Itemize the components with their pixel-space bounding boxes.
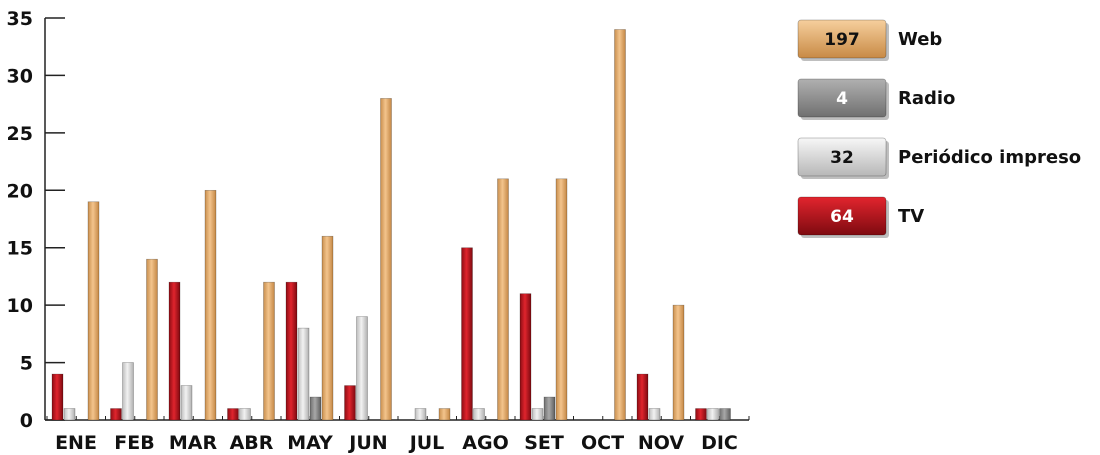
legend-label-tv: TV	[898, 206, 924, 227]
bar-radio-set	[543, 396, 556, 421]
y-tick-label: 35	[7, 8, 33, 30]
bar-periodico-impreso-abr	[239, 408, 251, 421]
category-label-dic: DIC	[701, 432, 738, 454]
category-label-jul: JUL	[408, 432, 445, 454]
legend: 197 Web 4 Radio 32 Periódico impreso 64 TV	[797, 19, 1081, 238]
legend-total-radio: 4	[836, 89, 848, 109]
bar-tv-feb	[110, 408, 122, 421]
bar-tv-set	[519, 293, 532, 421]
bar-tv-ene	[51, 373, 64, 421]
bar-web-abr	[263, 281, 275, 421]
bar-periodico-impreso-jul	[414, 408, 427, 421]
y-tick-label: 25	[7, 123, 33, 145]
category-label-ene: ENE	[55, 432, 97, 454]
legend-swatch-web	[797, 19, 887, 59]
bar-web-ene	[87, 201, 100, 421]
legend-item-radio: 4 Radio	[797, 78, 955, 120]
category-label-may: MAY	[287, 432, 333, 454]
legend-total-tv: 64	[830, 207, 854, 227]
legend-total-periodico-impreso: 32	[830, 148, 854, 168]
bar-tv-mar	[168, 281, 181, 421]
legend-label-web: Web	[898, 29, 942, 50]
bar-tv-may	[285, 281, 298, 421]
y-tick-label: 5	[20, 353, 33, 375]
category-label-feb: FEB	[114, 432, 154, 454]
bar-web-feb	[146, 258, 158, 421]
bar-radio-dic	[719, 408, 731, 421]
bar-web-ago	[497, 178, 509, 421]
bar-periodico-impreso-jun	[356, 316, 368, 421]
bar-web-nov	[672, 304, 685, 421]
y-tick-label: 0	[20, 410, 33, 432]
category-label-set: SET	[524, 432, 564, 454]
bar-web-mar	[204, 189, 217, 421]
bar-periodico-impreso-set	[531, 408, 544, 421]
category-label-mar: MAR	[169, 432, 218, 454]
category-label-jun: JUN	[347, 432, 387, 454]
bar-periodico-impreso-dic	[707, 408, 719, 421]
y-tick-label: 30	[7, 65, 33, 87]
bar-periodico-impreso-feb	[122, 362, 134, 421]
bar-web-oct	[614, 29, 626, 421]
bar-web-jul	[438, 408, 451, 421]
y-tick-label: 20	[7, 180, 33, 202]
legend-item-periodico-impreso: 32 Periódico impreso	[797, 137, 1081, 179]
bar-tv-nov	[636, 373, 649, 421]
bar-web-set	[555, 178, 568, 421]
bar-tv-jun	[344, 385, 356, 421]
bar-web-jun	[380, 98, 392, 421]
bar-tv-ago	[461, 247, 473, 421]
bar-tv-dic	[695, 408, 707, 421]
bar-tv-abr	[227, 408, 239, 421]
bar-periodico-impreso-ago	[473, 408, 485, 421]
legend-swatch-radio	[797, 78, 887, 118]
legend-total-web: 197	[824, 30, 860, 50]
legend-swatch-periodico-impreso	[797, 137, 887, 177]
legend-item-web: 197 Web	[797, 19, 942, 61]
bar-periodico-impreso-may	[297, 327, 310, 421]
category-label-oct: OCT	[581, 432, 624, 454]
legend-label-radio: Radio	[898, 88, 955, 109]
category-label-abr: ABR	[230, 432, 274, 454]
bar-web-may	[321, 235, 334, 421]
category-label-ago: AGO	[462, 432, 508, 454]
bars	[51, 29, 731, 421]
bar-periodico-impreso-mar	[180, 385, 193, 421]
y-tick-label: 15	[7, 238, 33, 260]
bar-periodico-impreso-nov	[648, 408, 661, 421]
y-tick-label: 10	[7, 295, 33, 317]
bar-periodico-impreso-ene	[63, 408, 76, 421]
legend-label-periodico-impreso: Periódico impreso	[898, 147, 1081, 168]
category-label-nov: NOV	[638, 432, 685, 454]
legend-item-tv: 64 TV	[797, 196, 924, 238]
bar-radio-may	[309, 396, 322, 421]
legend-swatch-tv	[797, 196, 887, 236]
axes: 0 5 10 15 20 25 30 35 ENE FEB MAR ABR MAY JUN JUL AGO SE…	[7, 8, 750, 454]
